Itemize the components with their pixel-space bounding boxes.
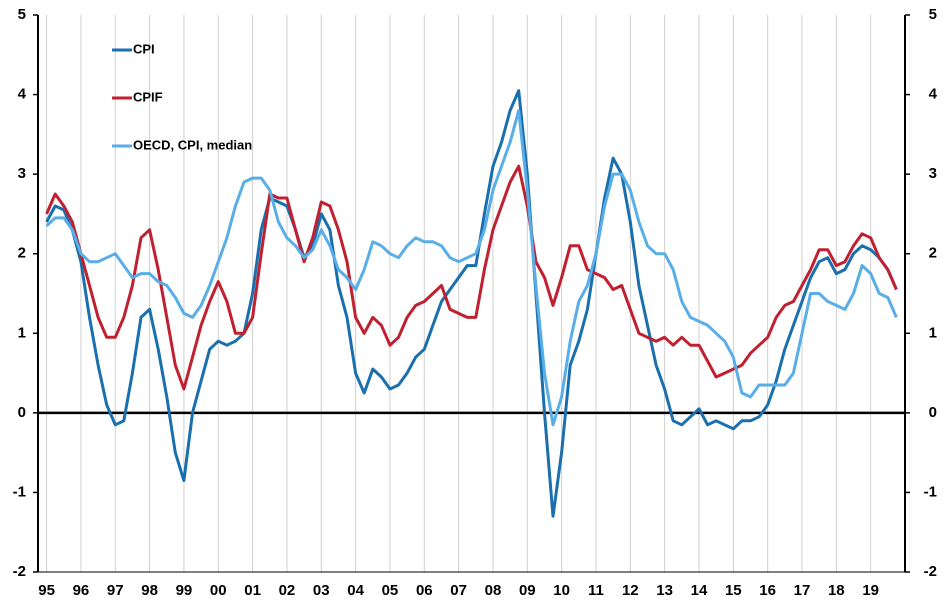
x-tick-label: 06	[416, 582, 433, 599]
x-tick-label: 99	[176, 582, 193, 599]
series-line	[45, 164, 898, 391]
x-tick-label: 05	[382, 582, 399, 599]
y-tick-label: 3	[18, 165, 26, 182]
legend-label: CPI	[133, 41, 155, 56]
y-tick-label: 4	[18, 86, 27, 103]
x-tick-label: 95	[38, 582, 55, 599]
x-tick-label: 10	[553, 582, 570, 599]
x-tick-label: 11	[588, 582, 604, 599]
x-tick-label: 00	[210, 582, 227, 599]
y-tick-label: 0	[18, 404, 26, 421]
x-tick-label: 12	[622, 582, 639, 599]
x-tick-label: 07	[450, 582, 467, 599]
legend-label: CPIF	[133, 89, 163, 104]
y2-tick-label: -1	[924, 483, 937, 500]
series-line	[45, 89, 898, 518]
series-line	[45, 109, 898, 427]
x-tick-label: 03	[313, 582, 330, 599]
y-tick-label: -2	[13, 563, 26, 580]
y2-tick-label: 4	[929, 86, 938, 103]
x-tick-label: 98	[141, 582, 158, 599]
x-tick-label: 97	[107, 582, 124, 599]
y-tick-label: -1	[13, 483, 26, 500]
x-tick-label: 13	[656, 582, 673, 599]
y-tick-label: 5	[18, 6, 26, 23]
y2-tick-label: 2	[929, 245, 937, 262]
y-tick-label: 1	[18, 324, 26, 341]
x-tick-label: 15	[725, 582, 742, 599]
y-tick-label: 2	[18, 245, 26, 262]
y2-tick-label: 1	[929, 324, 937, 341]
x-tick-label: 19	[862, 582, 879, 599]
x-tick-label: 96	[73, 582, 90, 599]
x-tick-label: 16	[759, 582, 776, 599]
y2-tick-label: -2	[924, 563, 937, 580]
y2-tick-label: 0	[929, 404, 937, 421]
x-tick-label: 02	[279, 582, 296, 599]
y2-tick-label: 3	[929, 165, 937, 182]
x-tick-label: 09	[519, 582, 536, 599]
legend-label: OECD, CPI, median	[133, 137, 252, 152]
y2-tick-label: 5	[929, 6, 937, 23]
x-tick-label: 01	[244, 582, 261, 599]
x-tick-label: 08	[485, 582, 502, 599]
x-tick-label: 14	[691, 582, 708, 599]
x-tick-label: 04	[347, 582, 364, 599]
x-tick-label: 18	[828, 582, 845, 599]
x-tick-label: 17	[794, 582, 811, 599]
